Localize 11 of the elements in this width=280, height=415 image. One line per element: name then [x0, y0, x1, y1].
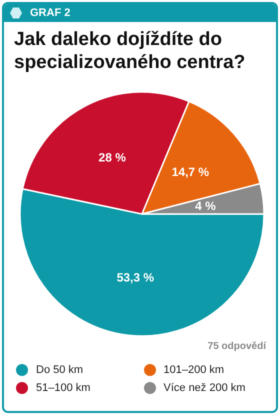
legend-label: Více než 200 km [164, 382, 246, 394]
legend-label: Do 50 km [36, 364, 84, 376]
chart-title: Jak daleko dojíždíte do specializovaného centra? [14, 28, 246, 74]
data-label: 14,7 % [172, 165, 210, 180]
text: GRAF 2 [30, 6, 70, 21]
data-label: 28 % [98, 150, 126, 164]
legend-label: 101–200 km [164, 364, 224, 376]
data-label: 4 % [195, 198, 216, 213]
data-label: 53,3 % [116, 270, 154, 285]
text: 75 odpovědí [208, 341, 266, 352]
legend-label: 51–100 km [36, 382, 90, 394]
